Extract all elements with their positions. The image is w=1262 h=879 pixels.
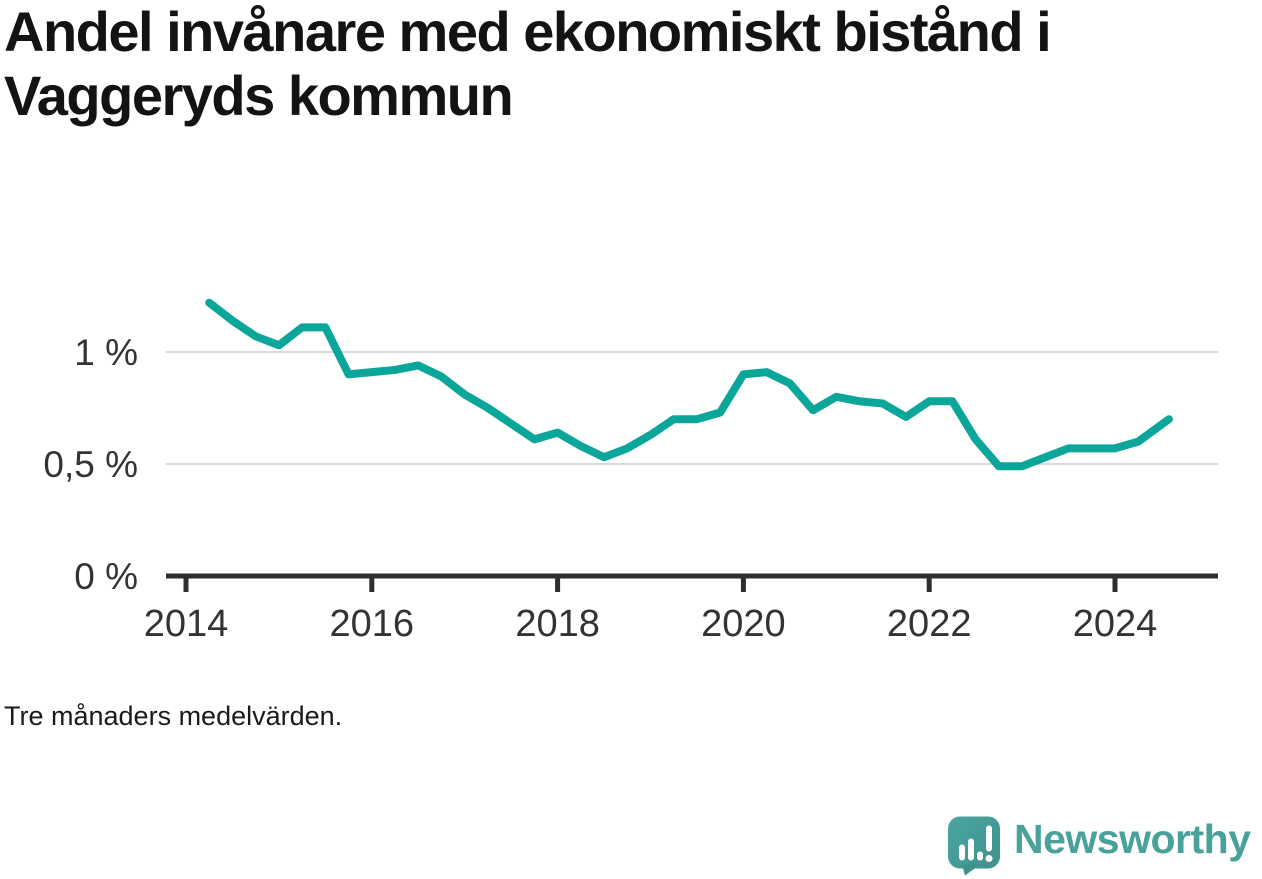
chart-title: Andel invånare med ekonomiskt bistånd i … [4,0,1052,127]
y-tick-label: 1 % [74,332,138,373]
data-line [205,298,1173,471]
logo-bar-1 [959,844,965,861]
newsworthy-logo: Newsworthy [946,814,1251,877]
logo-bar-3 [977,851,983,861]
x-tick-label: 2016 [330,603,415,645]
x-tick-label: 2014 [144,603,229,645]
logo-exclamation-bar [986,825,992,852]
x-tick-label: 2018 [515,603,600,645]
chart-footnote: Tre månaders medelvärden. [4,701,343,731]
x-tick-label: 2022 [887,603,972,645]
logo-bubble-tail [962,864,980,876]
x-tick-label: 2024 [1073,603,1158,645]
x-tick-label: 2020 [701,603,786,645]
logo-exclamation-dot [985,855,993,862]
y-tick-label: 0 % [74,556,138,597]
logo-bar-2 [968,838,974,861]
line-chart: 2014 2016 2018 2020 2022 2024 0 % 0,5 % 1 % [43,298,1218,645]
newsworthy-logo-icon [948,816,1000,876]
newsworthy-logo-text: Newsworthy [1014,816,1251,862]
y-tick-label: 0,5 % [43,444,138,485]
